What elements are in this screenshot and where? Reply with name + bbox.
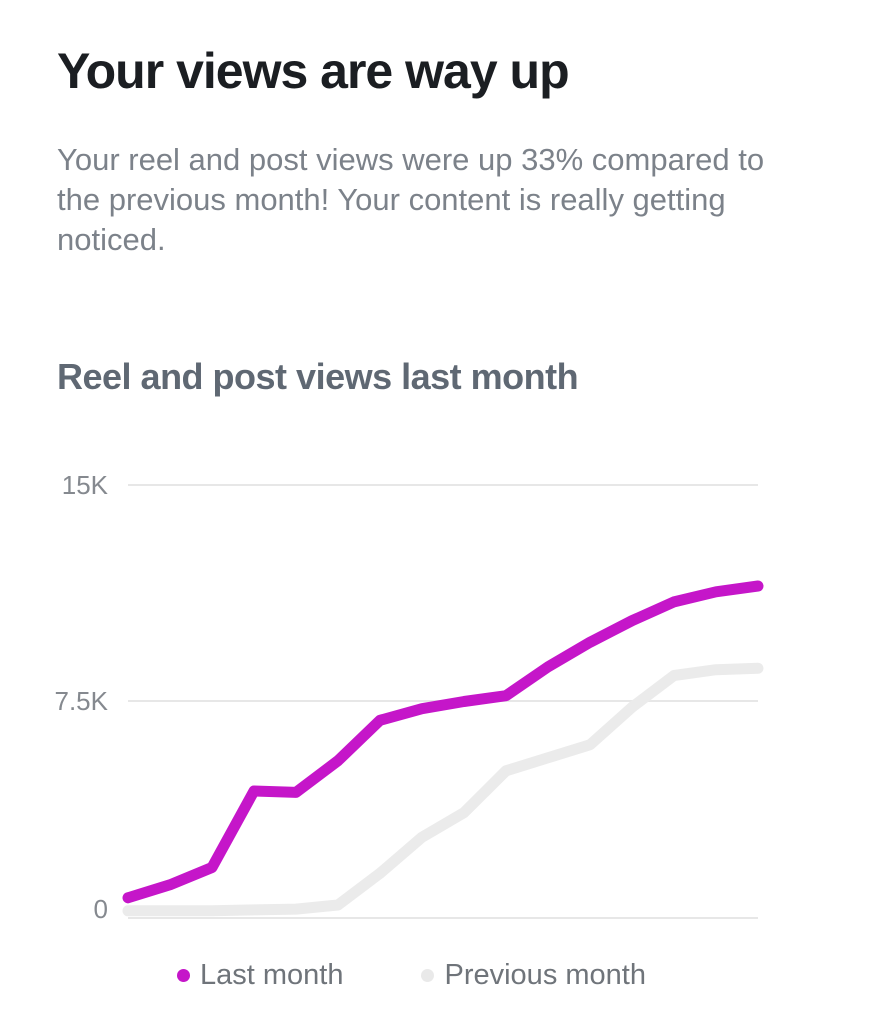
- legend-label-last-month: Last month: [200, 959, 344, 991]
- legend-item-previous-month: Previous month: [421, 959, 646, 991]
- last-month-dot-icon: [177, 968, 190, 982]
- legend-label-previous-month: Previous month: [444, 959, 646, 991]
- chart-legend: Last month Previous month: [177, 959, 646, 991]
- chart-heading: Reel and post views last month: [57, 356, 579, 397]
- previous-month-dot-icon: [421, 968, 435, 982]
- page-subtitle: Your reel and post views were up 33% com…: [57, 142, 765, 257]
- legend-item-last-month: Last month: [177, 959, 343, 991]
- y-axis-tick-7-5k: 7.5K: [54, 686, 109, 716]
- line-chart: [122, 484, 764, 919]
- y-axis-tick-15k: 15K: [61, 470, 108, 500]
- last-month-line: [122, 580, 764, 904]
- page-title: Your views are way up: [57, 43, 570, 99]
- y-axis-tick-0: 0: [93, 894, 108, 924]
- previous-month-line: [122, 662, 764, 917]
